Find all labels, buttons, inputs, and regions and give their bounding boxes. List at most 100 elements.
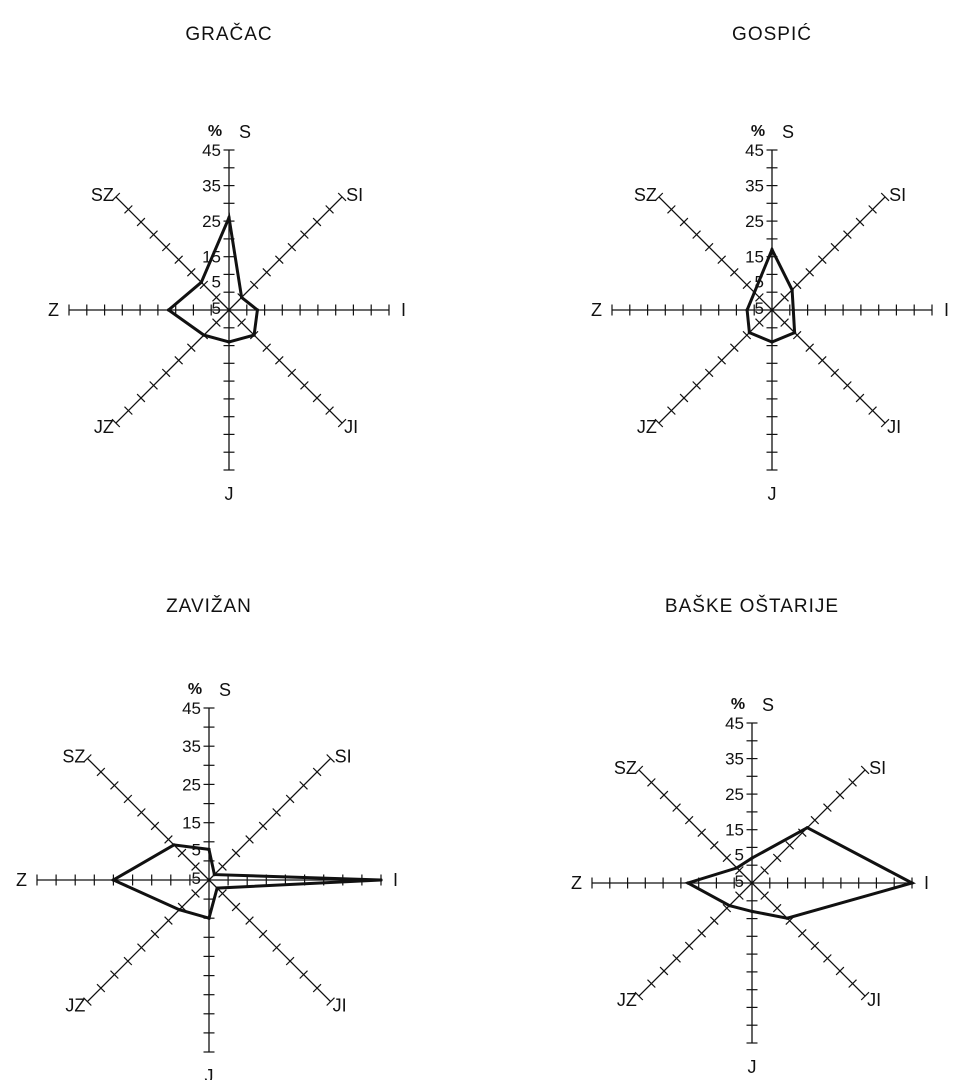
- axis-tick: [137, 943, 146, 952]
- data-point-ji: [793, 331, 797, 335]
- axis-tick: [704, 242, 714, 252]
- data-point-jz: [177, 908, 181, 912]
- axis-tick: [848, 778, 857, 787]
- axis-tick: [325, 406, 334, 415]
- r-tick-label: 5: [192, 869, 201, 888]
- direction-label-sz: SZ: [91, 185, 114, 205]
- axis-sz: [86, 757, 210, 881]
- axis-tick: [312, 217, 322, 227]
- unit-label: %: [731, 696, 745, 713]
- data-point-jz: [747, 331, 752, 335]
- axis-tick: [123, 794, 133, 804]
- axis-si: [771, 196, 886, 311]
- axis-tick: [137, 808, 146, 817]
- axis-tick: [237, 318, 246, 327]
- axis-tick: [174, 355, 184, 365]
- axis-jz: [658, 309, 773, 424]
- direction-label-z: Z: [16, 870, 27, 890]
- direction-label-j: J: [768, 484, 777, 504]
- unit-label: %: [208, 123, 222, 140]
- direction-label-jz: JZ: [65, 996, 85, 1016]
- axis-ji: [751, 882, 866, 997]
- axis-tick: [659, 790, 669, 800]
- axis-tick: [860, 991, 870, 1001]
- axis-tick: [124, 205, 133, 214]
- axis-tick: [164, 835, 173, 844]
- direction-label-ji: JI: [887, 417, 901, 437]
- axis-tick: [659, 966, 669, 976]
- axis-tick: [272, 943, 281, 952]
- axis-tick: [245, 835, 254, 844]
- axis-tick: [704, 368, 714, 378]
- data-point-i: [910, 881, 914, 885]
- axis-tick: [722, 853, 732, 863]
- axis-tick: [742, 330, 752, 340]
- r-tick-label: 45: [725, 714, 744, 733]
- direction-label-z: Z: [48, 300, 59, 320]
- axis-tick: [150, 929, 160, 939]
- r-tick-label: 35: [202, 177, 221, 196]
- direction-label-jz: JZ: [637, 417, 657, 437]
- wind-rose-baske-ostarije: BAŠKE OŠTARIJE S SI I JI J JZ Z SZ 45 35 25 15 5 5%: [571, 595, 929, 1077]
- axis-tick: [880, 418, 890, 428]
- data-point-ji: [785, 916, 789, 920]
- data-point-ji: [252, 333, 256, 337]
- axis-tick: [810, 815, 820, 825]
- direction-label-z: Z: [591, 300, 602, 320]
- r-tick-label: 25: [745, 212, 764, 231]
- axis-tick: [272, 808, 281, 817]
- data-point-sz: [735, 866, 739, 870]
- data-point-sz: [172, 843, 176, 847]
- axis-tick: [231, 848, 241, 858]
- direction-label-ji: JI: [344, 417, 358, 437]
- axis-tick: [299, 970, 308, 979]
- data-point-z: [745, 308, 749, 312]
- axis-tick: [96, 983, 106, 993]
- axis-tick: [274, 355, 284, 365]
- r-tick-label: 5: [735, 846, 744, 865]
- data-point-ji: [215, 886, 219, 890]
- r-tick-label: 35: [745, 177, 764, 196]
- axis-tick: [722, 903, 732, 913]
- axis-tick: [792, 330, 802, 340]
- data-point-j: [750, 909, 754, 914]
- direction-label-jz: JZ: [617, 990, 637, 1010]
- chart-title: GOSPIĆ: [732, 23, 812, 45]
- axis-tick: [792, 280, 802, 290]
- axis-tick: [679, 217, 689, 227]
- direction-label-j: J: [225, 484, 234, 504]
- axis-tick: [760, 866, 769, 875]
- data-point-j: [227, 340, 231, 344]
- axis-tick: [124, 406, 133, 415]
- axis-tick: [647, 778, 656, 787]
- axis-tick: [186, 343, 196, 353]
- axis-sz: [115, 196, 230, 311]
- axis-tick: [218, 889, 227, 898]
- data-point-si: [790, 288, 794, 292]
- axis-tick: [274, 255, 284, 265]
- axis-tick: [186, 267, 196, 277]
- r-tick-label: 35: [725, 750, 744, 769]
- axis-tick: [647, 979, 656, 988]
- axis-tick: [805, 343, 815, 353]
- axis-tick: [262, 343, 272, 353]
- wind-rose-zavizan: ZAVIŽAN S SI I JI J JZ Z SZ 45 35 25 15 5 5%: [16, 595, 398, 1080]
- axis-tick: [760, 891, 769, 900]
- axis-tick: [692, 230, 701, 239]
- axis-tick: [817, 255, 827, 265]
- axis-tick: [667, 406, 676, 415]
- data-point-i: [791, 308, 795, 312]
- axis-jz: [115, 309, 230, 424]
- axis-tick: [709, 916, 719, 926]
- data-point-j: [207, 916, 211, 920]
- axis-tick: [835, 790, 845, 800]
- direction-label-ji: JI: [867, 990, 881, 1010]
- direction-label-s: S: [762, 695, 774, 715]
- axis-tick: [835, 966, 845, 976]
- axis-tick: [684, 815, 694, 825]
- axis-tick: [110, 781, 119, 790]
- data-point-si: [240, 295, 244, 299]
- axis-tick: [312, 767, 322, 777]
- axis-tick: [312, 393, 322, 403]
- axis-tick: [697, 928, 707, 938]
